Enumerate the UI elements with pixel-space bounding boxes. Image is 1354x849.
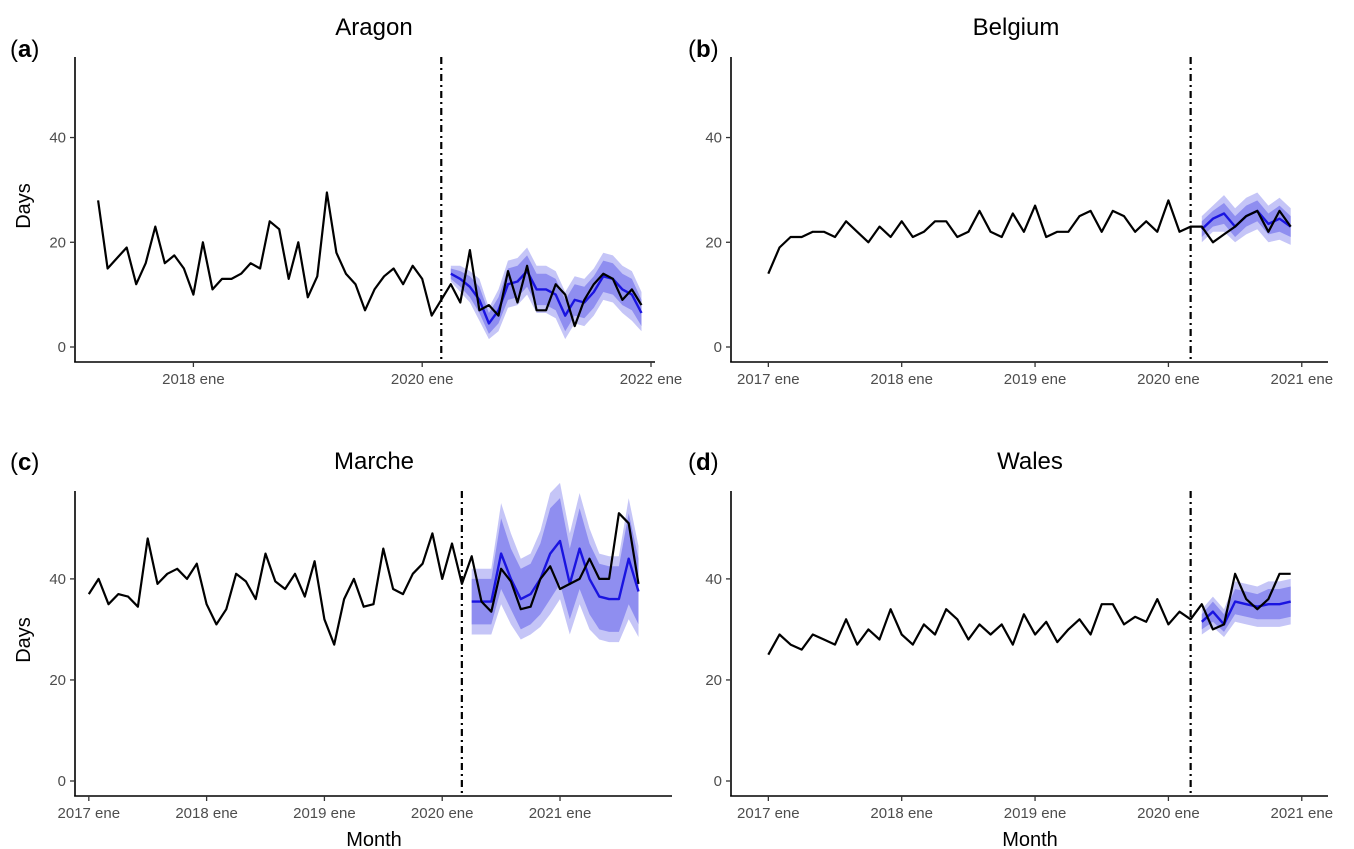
y-tick-label: 40: [49, 571, 66, 588]
forecast-mean-line: [471, 539, 640, 603]
x-tick-label: 2020 ene: [1137, 371, 1200, 388]
x-tick-label: 2019 ene: [1004, 371, 1067, 388]
y-tick-label: 0: [714, 773, 722, 790]
observed-line: [767, 199, 1292, 275]
x-tick-label: 2019 ene: [293, 805, 356, 822]
y-tick-label: 40: [705, 571, 722, 588]
y-tick-label: 20: [49, 672, 66, 689]
panel-tag: (d): [688, 449, 719, 476]
forecast-inner-band: [471, 498, 639, 632]
panel-tag: (b): [688, 36, 719, 63]
chart-title: Wales: [997, 448, 1063, 475]
chart-title: Marche: [334, 448, 414, 475]
panel-wales: (d) Wales Month 0 20 40 2017 ene 2018 ene 201…: [688, 448, 1333, 849]
panel-aragon: (a) Aragon Days 0 20 40 2018 ene 2020 ene 202…: [10, 14, 682, 388]
chart-title: Aragon: [335, 14, 412, 41]
observed-line: [767, 572, 1291, 656]
x-tick-label: 2020 ene: [1137, 805, 1200, 822]
y-tick-label: 0: [714, 339, 722, 356]
x-tick-label: 2017 ene: [58, 805, 121, 822]
panel-marche: (c) Marche Days Month 0 20 40 2017 ene 2018 …: [10, 448, 672, 849]
y-tick-label: 20: [705, 234, 722, 251]
y-axis-label: Days: [13, 183, 35, 229]
x-tick-label: 2021 ene: [1270, 805, 1333, 822]
x-tick-label: 2021 ene: [1270, 371, 1333, 388]
x-tick-label: 2020 ene: [391, 371, 454, 388]
x-tick-label: 2018 ene: [870, 805, 933, 822]
x-tick-label: 2018 ene: [175, 805, 238, 822]
y-tick-label: 20: [49, 234, 66, 251]
x-tick-label: 2018 ene: [870, 371, 933, 388]
x-tick-label: 2020 ene: [411, 805, 474, 822]
x-axis-label: Month: [346, 829, 402, 849]
x-tick-label: 2017 ene: [737, 805, 800, 822]
x-tick-label: 2018 ene: [162, 371, 225, 388]
forecast-inner-band: [1201, 200, 1291, 237]
y-tick-label: 20: [705, 672, 722, 689]
panel-tag: (c): [10, 449, 39, 476]
y-tick-label: 40: [705, 130, 722, 147]
x-tick-label: 2022 ene: [620, 371, 683, 388]
x-tick-label: 2017 ene: [737, 371, 800, 388]
panel-tag: (a): [10, 36, 39, 63]
x-axis-label: Month: [1002, 829, 1058, 849]
panel-belgium: (b) Belgium 0 20 40 2017 ene 2018 ene 2019 en…: [688, 14, 1333, 388]
observed-line: [87, 512, 640, 646]
chart-title: Belgium: [973, 14, 1060, 41]
observed-line: [97, 191, 643, 328]
x-tick-label: 2019 ene: [1004, 805, 1067, 822]
forecast-mean-line: [1200, 600, 1291, 626]
y-tick-label: 40: [49, 130, 66, 147]
x-tick-label: 2021 ene: [529, 805, 592, 822]
y-tick-label: 0: [58, 773, 66, 790]
y-axis-label: Days: [13, 617, 35, 663]
y-tick-label: 0: [58, 339, 66, 356]
